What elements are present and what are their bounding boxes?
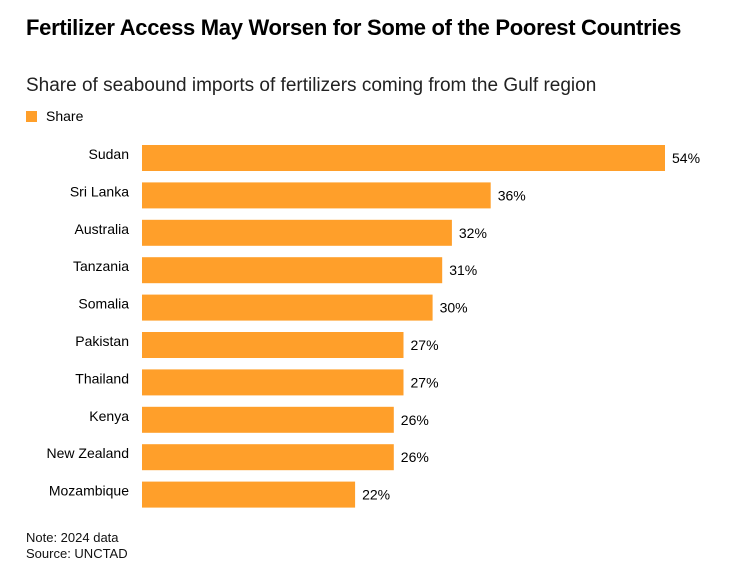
value-label: 22% bbox=[362, 487, 390, 503]
bar bbox=[142, 182, 491, 209]
value-label: 26% bbox=[401, 449, 429, 465]
footer-note: Note: 2024 data bbox=[26, 530, 119, 545]
category-label: Sri Lanka bbox=[70, 183, 129, 199]
category-label: Thailand bbox=[75, 370, 129, 386]
footer-source: Source: UNCTAD bbox=[26, 546, 128, 561]
category-label: Sudan bbox=[89, 146, 129, 162]
bar bbox=[142, 481, 356, 508]
bar bbox=[142, 257, 443, 284]
chart-subtitle: Share of seabound imports of fertilizers… bbox=[26, 75, 597, 96]
value-label: 26% bbox=[401, 412, 429, 428]
chart-title: Fertilizer Access May Worsen for Some of… bbox=[26, 15, 682, 40]
category-label: Somalia bbox=[78, 296, 129, 312]
bar bbox=[142, 406, 394, 433]
value-label: 27% bbox=[411, 374, 439, 390]
bar bbox=[142, 145, 665, 171]
category-label: Mozambique bbox=[49, 483, 129, 499]
value-label: 54% bbox=[672, 150, 700, 166]
legend-swatch bbox=[26, 110, 37, 122]
bar bbox=[142, 444, 394, 471]
bar bbox=[142, 332, 404, 358]
category-label: Kenya bbox=[89, 408, 129, 424]
value-label: 27% bbox=[411, 337, 439, 353]
legend: Share bbox=[26, 107, 83, 125]
category-label: Tanzania bbox=[73, 258, 129, 274]
category-label: New Zealand bbox=[47, 445, 130, 461]
chart-footer: Note: 2024 data Source: UNCTAD bbox=[26, 530, 128, 562]
value-label: 31% bbox=[449, 262, 477, 278]
value-label: 36% bbox=[498, 187, 526, 203]
value-label: 32% bbox=[459, 225, 487, 241]
legend-label: Share bbox=[46, 108, 84, 124]
category-label: Pakistan bbox=[75, 333, 129, 349]
bar bbox=[142, 369, 404, 396]
bar bbox=[142, 219, 452, 246]
bar bbox=[142, 294, 433, 321]
category-label: Australia bbox=[75, 221, 130, 237]
value-label: 30% bbox=[440, 300, 468, 316]
